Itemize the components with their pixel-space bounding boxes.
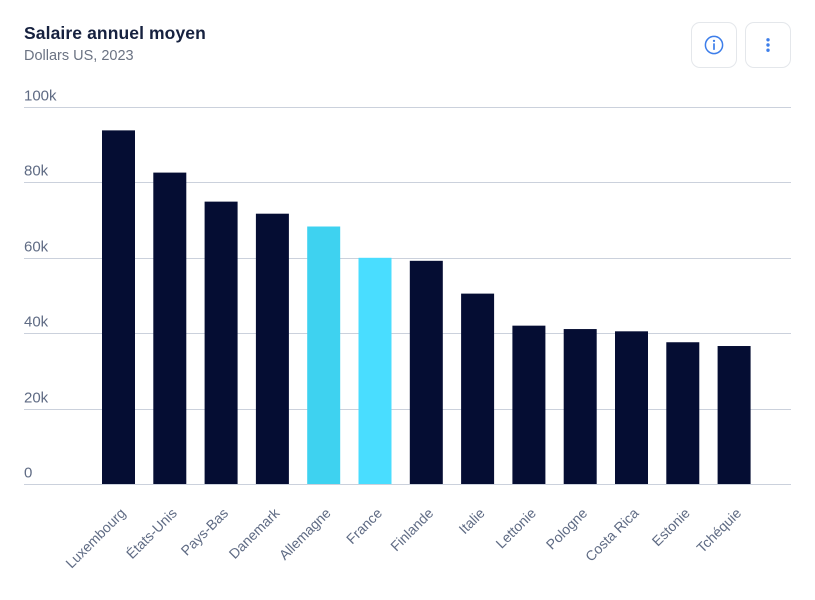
bar[interactable] [358,257,392,484]
x-axis-label: États-Unis [123,505,180,562]
y-axis-label: 80k [24,163,49,180]
chart-titles: Salaire annuel moyen Dollars US, 2023 [24,22,206,65]
bar[interactable] [512,325,546,484]
bar[interactable] [255,213,289,485]
chart-header: Salaire annuel moyen Dollars US, 2023 [24,22,791,68]
x-axis-label: Lettonie [492,505,539,552]
bar[interactable] [102,130,135,484]
x-axis-label: Pologne [543,505,591,553]
y-axis-label: 60k [24,239,49,256]
x-axis-label: Finlande [387,505,436,554]
x-axis-label: Costa Rica [582,505,642,565]
chart-title: Salaire annuel moyen [24,23,206,43]
x-axis-label: Allemagne [276,505,334,563]
toolbar [691,22,791,68]
x-axis-label: Pays-Bas [178,505,232,559]
bar[interactable] [307,226,341,484]
y-axis-label: 0 [24,465,32,482]
bar[interactable] [409,260,443,484]
bar[interactable] [666,342,700,484]
x-axis-label: Luxembourg [62,505,128,571]
x-axis-label: France [343,505,385,547]
bar[interactable] [563,329,597,484]
x-axis-label: Estonie [649,505,693,549]
bar[interactable] [461,293,495,484]
bar[interactable] [204,201,238,484]
x-axis-label: Italie [455,505,487,537]
x-axis-label: Tchéquie [693,505,744,556]
y-axis-label: 40k [24,314,49,331]
y-axis-label: 100k [24,88,57,105]
y-axis-label: 20k [24,390,49,407]
bar[interactable] [153,172,187,484]
info-button[interactable] [691,22,737,68]
bar[interactable] [717,346,751,484]
x-axis-label: Danemark [226,504,284,562]
menu-button[interactable] [745,22,791,68]
kebab-menu-icon [766,38,770,52]
bar[interactable] [615,331,648,484]
info-icon [704,35,724,55]
chart-subtitle: Dollars US, 2023 [24,48,134,64]
